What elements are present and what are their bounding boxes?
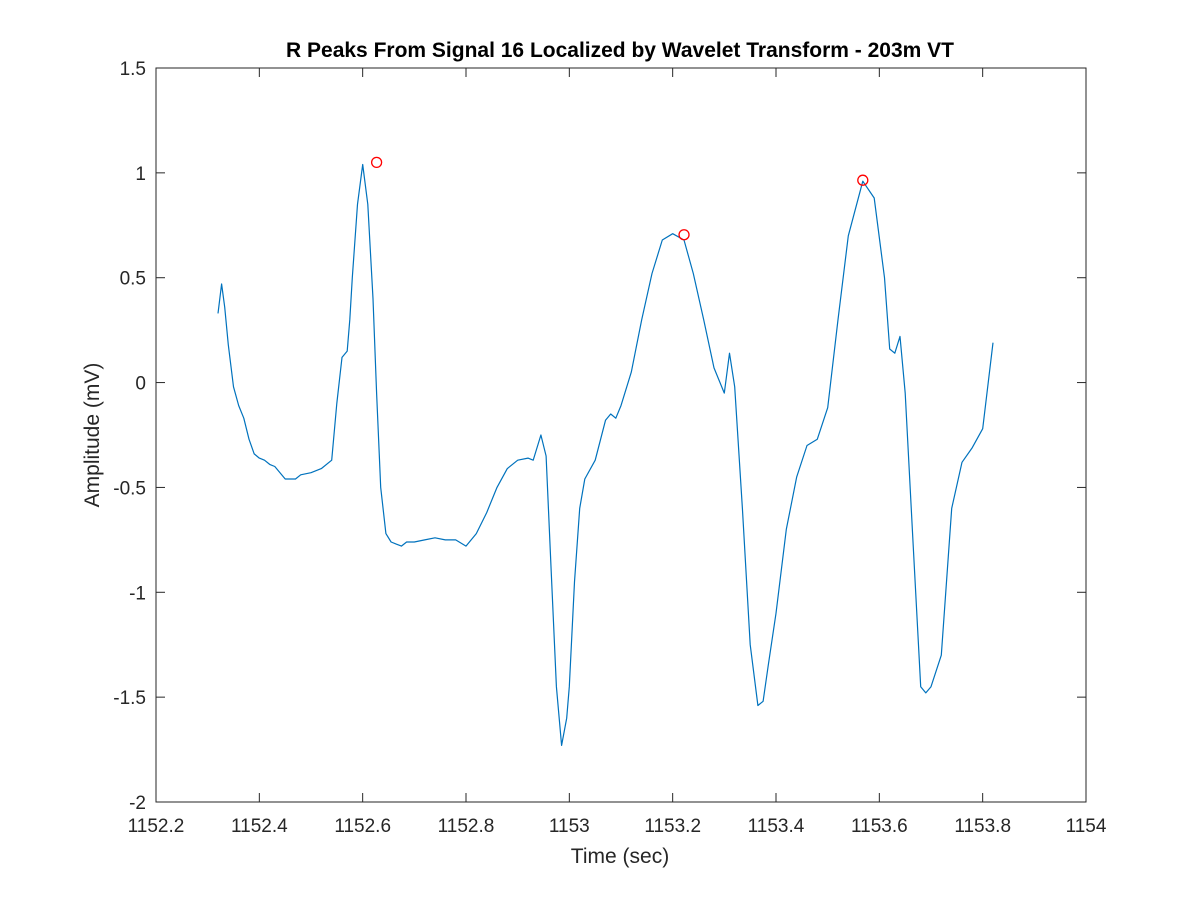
x-tick-label: 1153.6 — [851, 816, 908, 837]
r-peak-marker — [678, 229, 690, 241]
axes-box — [155, 67, 1087, 803]
y-tick-label: -0.5 — [113, 478, 146, 499]
x-tick-label: 1153.8 — [954, 816, 1011, 837]
y-tick-label: -1 — [129, 583, 146, 604]
axes-background — [156, 68, 1086, 802]
y-tick-label: 1.5 — [120, 59, 146, 80]
x-tick-label: 1152.2 — [128, 816, 185, 837]
ecg-signal-line — [217, 163, 994, 747]
y-tick-label: -1.5 — [113, 688, 146, 709]
x-tick-label: 1153.4 — [748, 816, 805, 837]
y-tick-label: -2 — [129, 793, 146, 814]
x-tick-label: 1153.2 — [644, 816, 701, 837]
r-peak-marker — [370, 156, 383, 169]
y-tick-label: 0.5 — [120, 269, 146, 290]
y-tick-label: 1 — [135, 164, 146, 185]
x-tick-label: 1152.6 — [334, 816, 391, 837]
y-tick-label: 0 — [135, 374, 146, 395]
x-tick-label: 1154 — [1066, 816, 1107, 837]
chart-title: R Peaks From Signal 16 Localized by Wave… — [286, 39, 954, 62]
x-tick-label: 1152.8 — [438, 816, 495, 837]
y-axis-label: Amplitude (mV) — [81, 363, 104, 508]
plot-area: 1152.2 1152.4 1152.6 1152.8 1153 1153.2 1153.4… — [113, 59, 1107, 837]
r-peak-marker — [857, 174, 869, 186]
x-axis-label: Time (sec) — [571, 845, 669, 868]
x-tick-label: 1153 — [549, 816, 590, 837]
x-tick-label: 1152.4 — [231, 816, 288, 837]
